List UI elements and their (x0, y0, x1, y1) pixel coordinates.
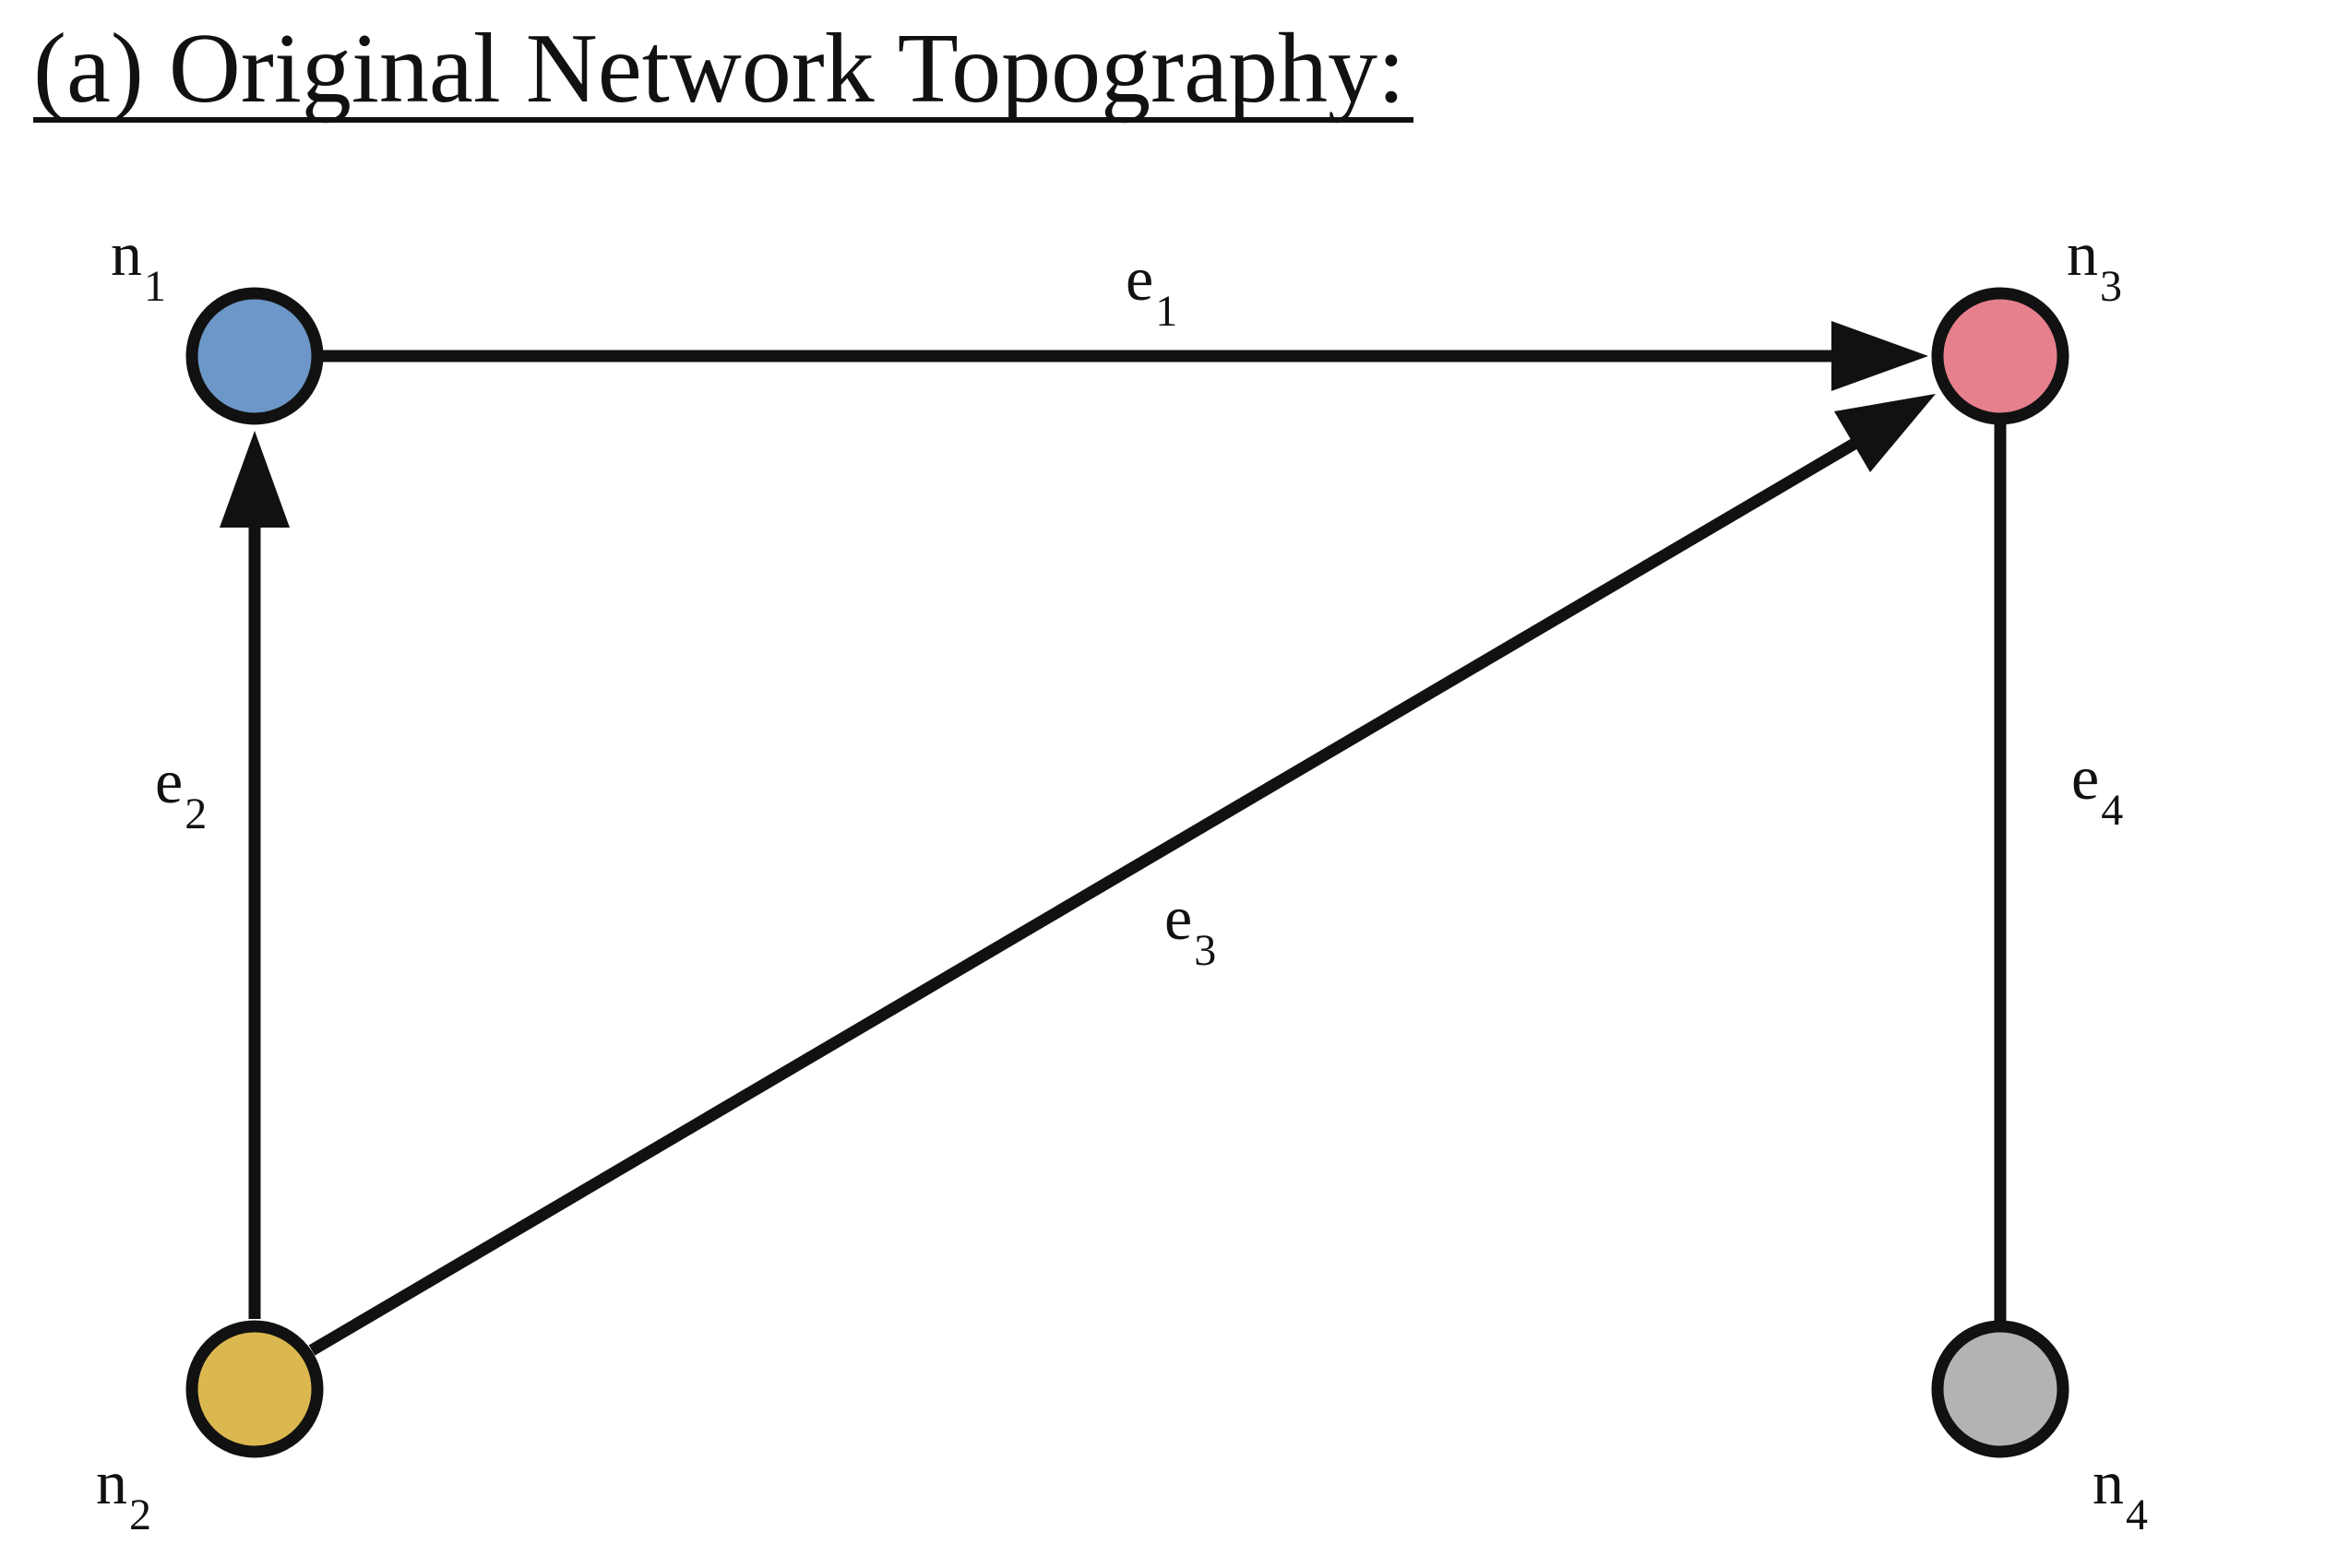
edge-label-e4: e4 (2071, 742, 2123, 835)
edge-e2-arrowhead (220, 431, 290, 528)
node-n2 (185, 1320, 324, 1458)
edge-e3 (308, 435, 1863, 1356)
node-label-n1: n1 (111, 219, 166, 311)
figure-title: (a) Original Network Topography: (33, 14, 1405, 124)
node-n4 (1931, 1320, 2069, 1458)
node-label-n4: n4 (2093, 1447, 2148, 1539)
node-label-n2: n2 (96, 1447, 151, 1539)
edge-label-e3: e3 (1164, 883, 1216, 975)
edge-e1-arrowhead (1831, 321, 1928, 391)
edge-label-e1: e1 (1126, 244, 1177, 336)
edge-e3-arrowhead (1834, 394, 1936, 472)
node-n1 (185, 287, 324, 425)
edge-label-e2: e2 (155, 746, 207, 838)
node-label-n3: n3 (2067, 219, 2122, 311)
node-n3 (1931, 287, 2069, 425)
